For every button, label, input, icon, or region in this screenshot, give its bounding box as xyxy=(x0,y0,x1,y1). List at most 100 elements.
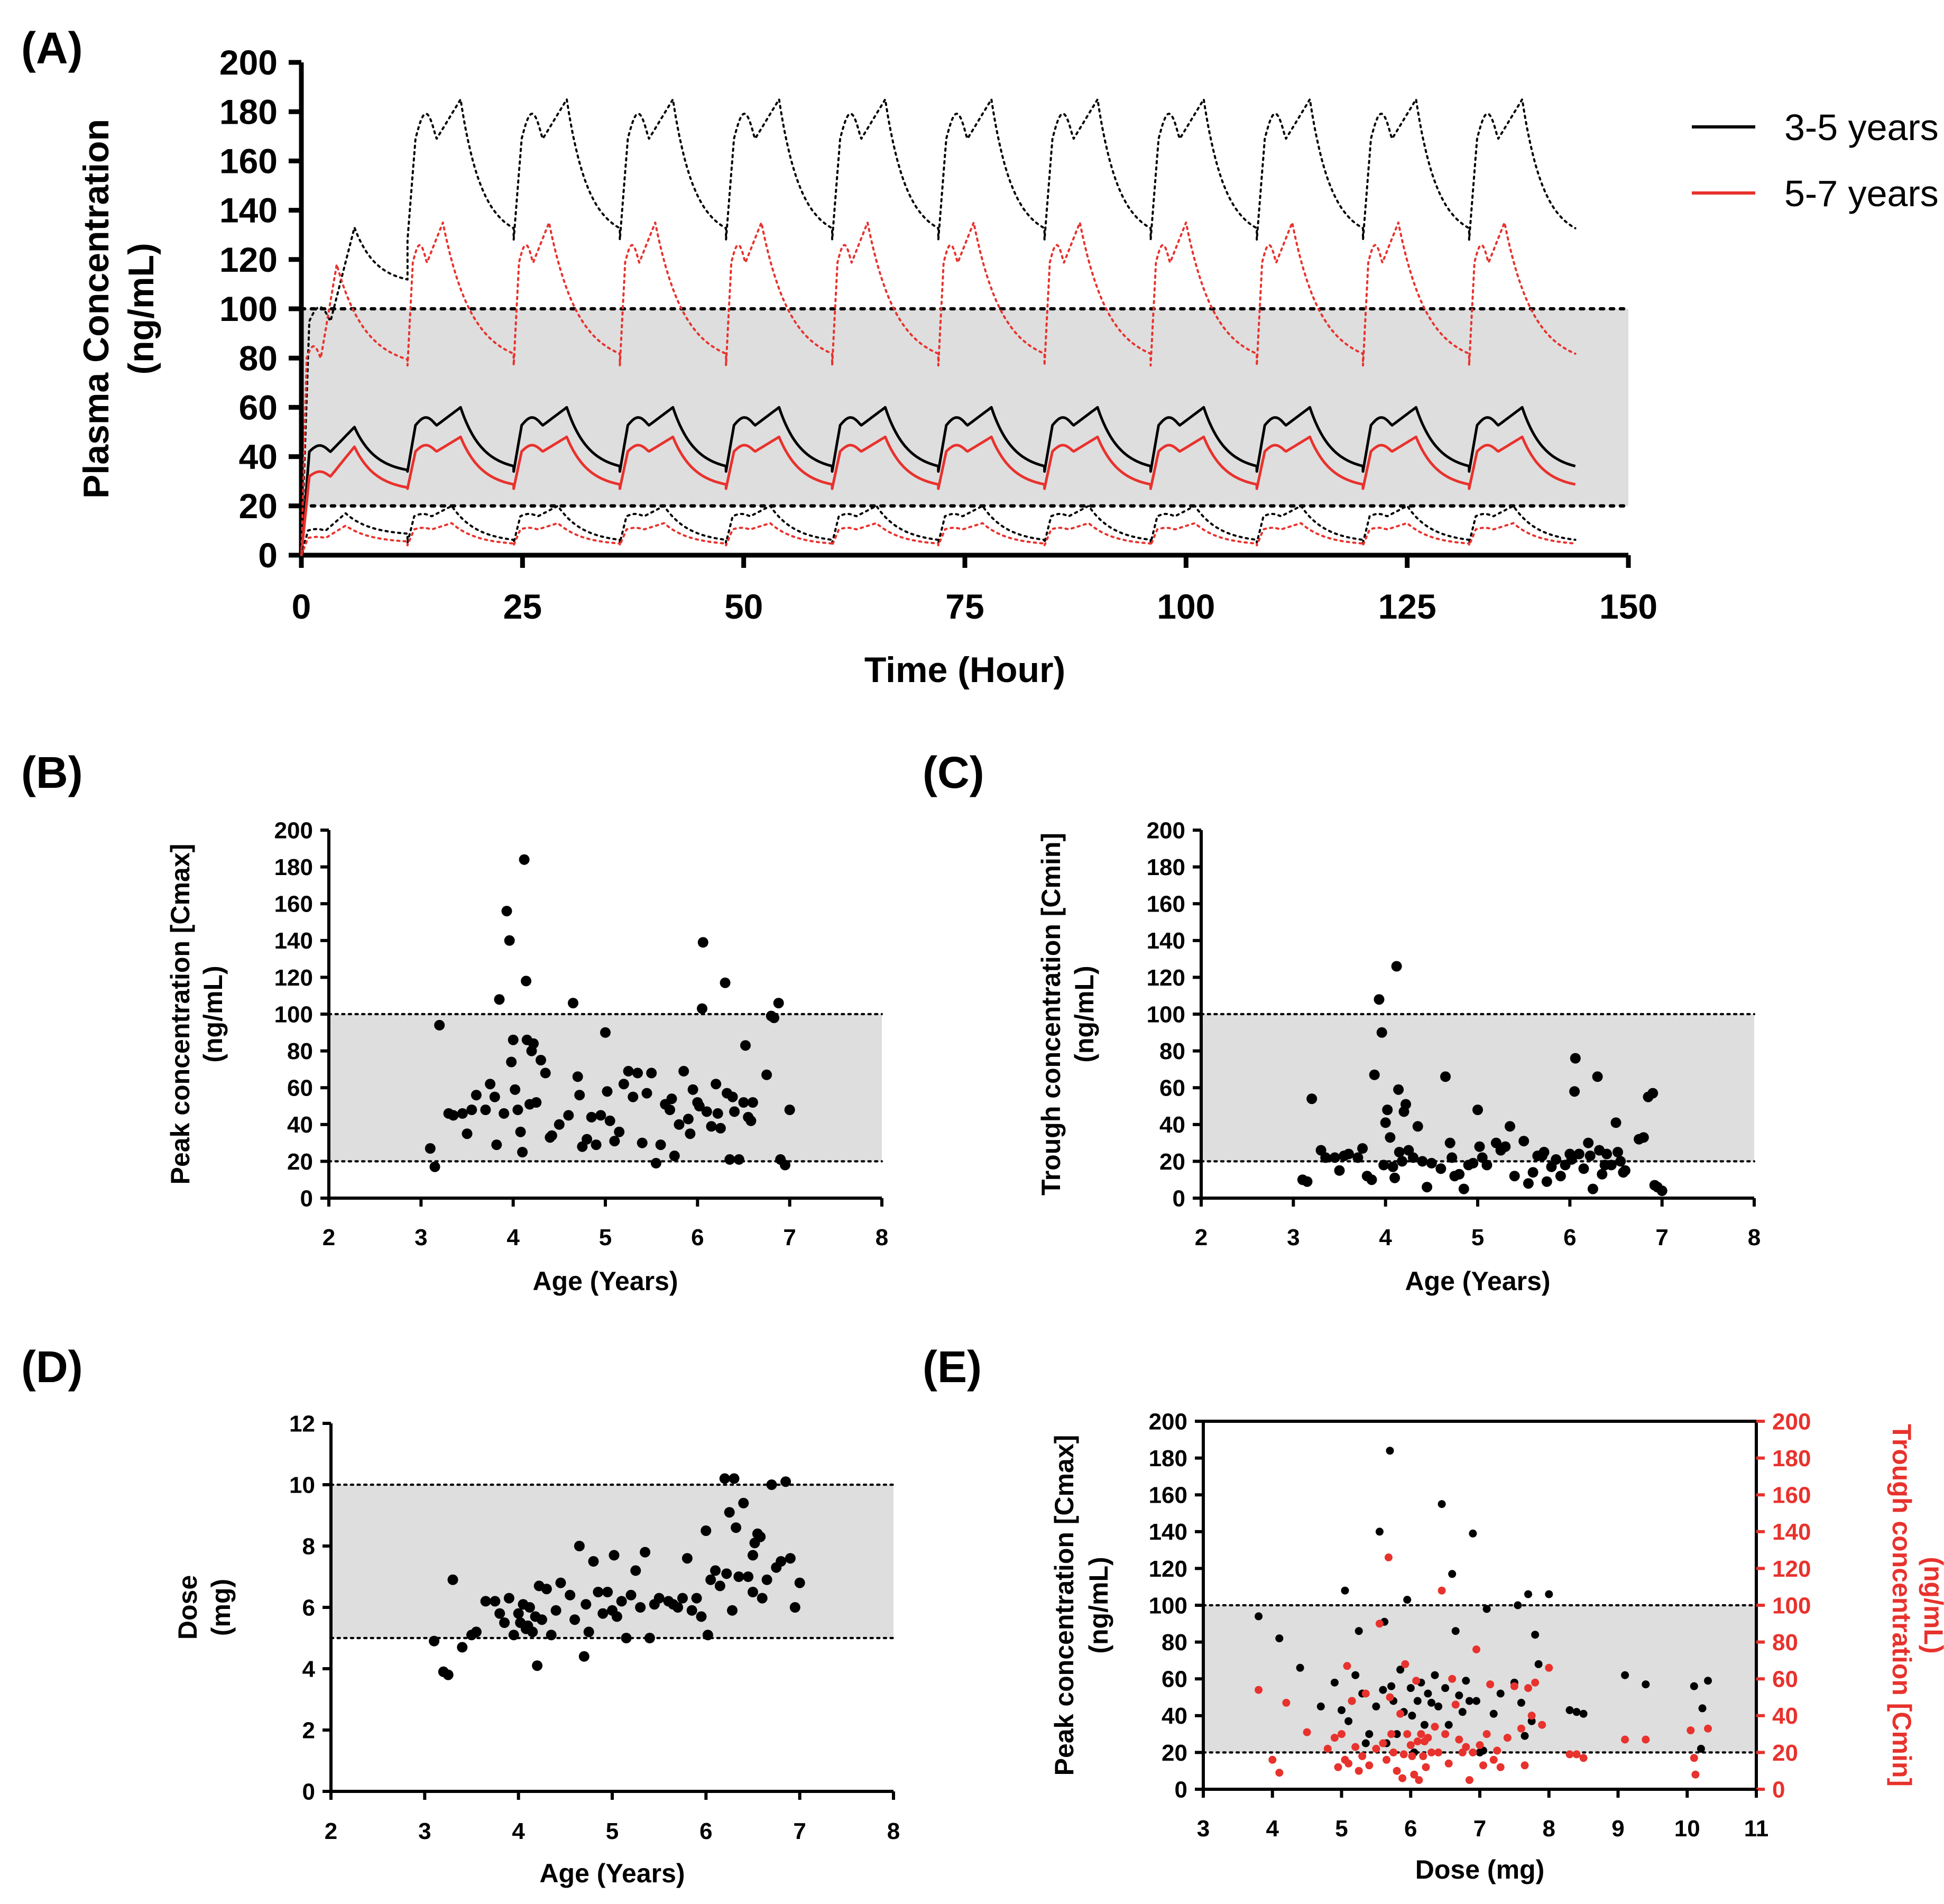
data-point-cmax xyxy=(646,1068,657,1079)
x-tick-label: 5 xyxy=(1335,1816,1348,1842)
data-point-cmax xyxy=(1572,1708,1581,1716)
y-tick-label: 6 xyxy=(302,1595,315,1621)
panel-label: (E) xyxy=(923,1342,982,1392)
data-point-cmin xyxy=(1474,1141,1485,1152)
y-tick-label: 140 xyxy=(219,191,278,230)
data-point-cmax xyxy=(1255,1612,1263,1621)
data-point-cmin xyxy=(1500,1141,1511,1152)
data-point-cmax xyxy=(1697,1744,1705,1753)
y-axis-title: Plasma Concentration xyxy=(76,119,116,499)
data-point-cmin xyxy=(1462,1743,1470,1751)
data-point-cmin xyxy=(1656,1185,1667,1197)
data-point-cmin xyxy=(1510,1682,1518,1690)
data-point-cmax xyxy=(1642,1680,1650,1689)
data-point-cmax xyxy=(602,1086,613,1097)
x-tick-label: 7 xyxy=(1473,1816,1486,1842)
data-point-cmax xyxy=(1413,1697,1422,1705)
x-tick-label: 5 xyxy=(1471,1225,1484,1250)
data-point-cmin xyxy=(1482,1730,1491,1739)
data-point-cmax xyxy=(1372,1702,1380,1710)
data-point-dose xyxy=(776,1556,787,1567)
data-point-cmax xyxy=(1330,1678,1339,1687)
y-tick-label: 100 xyxy=(1149,1593,1187,1618)
y-tick-label: 40 xyxy=(1162,1703,1187,1729)
data-point-cmax xyxy=(1704,1677,1712,1685)
data-point-cmin xyxy=(1573,1148,1584,1160)
data-point-dose xyxy=(691,1593,702,1604)
data-point-cmin xyxy=(1587,1183,1598,1194)
data-point-cmin xyxy=(1391,961,1402,972)
data-point-cmin xyxy=(1375,1620,1384,1628)
data-point-cmin xyxy=(1531,1678,1540,1687)
data-point-cmin xyxy=(1398,1774,1407,1782)
data-point-dose xyxy=(555,1577,566,1588)
data-point-cmin xyxy=(1387,1161,1398,1172)
series-line-5-7-years xyxy=(300,435,1576,556)
data-point-cmin xyxy=(1255,1686,1263,1694)
data-point-dose xyxy=(621,1633,632,1643)
data-point-cmax xyxy=(546,1130,557,1141)
y-axis-unit: (mg) xyxy=(206,1579,236,1636)
data-point-dose xyxy=(524,1602,535,1613)
x-tick-label: 100 xyxy=(1157,587,1215,626)
data-point-cmax xyxy=(494,994,505,1005)
data-point-cmax xyxy=(429,1161,440,1172)
data-point-cmax xyxy=(506,1056,517,1068)
data-point-cmin xyxy=(1448,1675,1457,1683)
y-tick-label: 180 xyxy=(219,92,278,131)
x-tick-label: 4 xyxy=(1379,1225,1392,1250)
x-tick-label: 6 xyxy=(699,1818,712,1844)
x-tick-label: 2 xyxy=(323,1225,335,1250)
y2-tick-label: 60 xyxy=(1772,1667,1798,1693)
x-axis-title: Time (Hour) xyxy=(864,650,1065,690)
data-point-cmax xyxy=(694,1101,705,1111)
data-point-cmin xyxy=(1621,1735,1629,1744)
data-point-dose xyxy=(429,1635,440,1647)
data-point-cmax xyxy=(1621,1671,1629,1679)
data-point-cmax xyxy=(457,1108,468,1119)
y2-axis-title: Trough concentration [Cmin] xyxy=(1887,1424,1917,1787)
x-tick-label: 8 xyxy=(876,1225,888,1250)
y-axis-unit: (ng/mL) xyxy=(1070,965,1099,1062)
data-point-cmin xyxy=(1447,1152,1458,1163)
data-point-cmin xyxy=(1422,1182,1433,1193)
data-point-cmin xyxy=(1481,1160,1492,1171)
data-point-cmax xyxy=(604,1115,615,1126)
data-point-cmax xyxy=(1386,1447,1394,1455)
data-point-cmax xyxy=(697,937,708,948)
data-point-cmax xyxy=(554,1119,565,1130)
data-point-dose xyxy=(653,1593,665,1604)
x-tick-label: 5 xyxy=(599,1225,612,1250)
data-point-cmin xyxy=(1396,1709,1405,1718)
data-point-cmax xyxy=(515,1126,526,1137)
data-point-dose xyxy=(480,1596,491,1607)
data-point-dose xyxy=(729,1473,740,1484)
data-point-dose xyxy=(738,1497,749,1509)
x-tick-label: 4 xyxy=(512,1818,525,1844)
y-tick-label: 20 xyxy=(287,1149,313,1175)
data-point-cmin xyxy=(1444,1137,1455,1148)
target-range-band xyxy=(301,309,1628,506)
data-point-dose xyxy=(625,1589,637,1601)
data-point-cmax xyxy=(665,1105,675,1115)
data-point-dose xyxy=(443,1669,454,1680)
data-point-cmin xyxy=(1412,1677,1421,1685)
data-point-dose xyxy=(761,1574,772,1585)
data-point-cmax xyxy=(1545,1590,1553,1598)
data-point-cmin xyxy=(1348,1697,1356,1705)
data-point-cmax xyxy=(1355,1627,1363,1635)
data-point-cmax xyxy=(572,1071,583,1082)
data-point-cmin xyxy=(1503,1734,1512,1742)
data-point-dose xyxy=(616,1596,627,1607)
data-point-dose xyxy=(503,1593,514,1604)
data-point-cmax xyxy=(591,1139,602,1151)
data-point-cmin xyxy=(1444,1759,1453,1768)
x-tick-label: 2 xyxy=(325,1818,337,1844)
data-point-cmin xyxy=(1334,1165,1345,1176)
data-point-cmin xyxy=(1372,1744,1380,1753)
data-point-cmax xyxy=(425,1143,436,1154)
data-point-cmin xyxy=(1619,1165,1630,1176)
x-axis-title: Age (Years) xyxy=(539,1859,685,1888)
data-point-cmax xyxy=(517,1147,528,1157)
